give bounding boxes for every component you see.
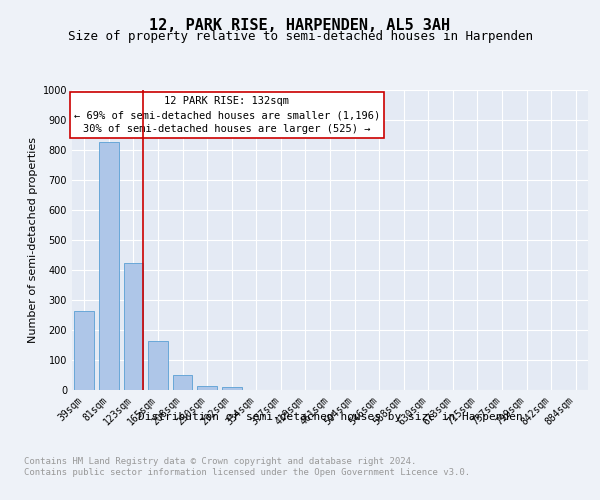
Text: 12 PARK RISE: 132sqm
← 69% of semi-detached houses are smaller (1,196)
30% of se: 12 PARK RISE: 132sqm ← 69% of semi-detac…	[74, 96, 380, 134]
Text: Distribution of semi-detached houses by size in Harpenden: Distribution of semi-detached houses by …	[137, 412, 523, 422]
Text: Contains HM Land Registry data © Crown copyright and database right 2024.
Contai: Contains HM Land Registry data © Crown c…	[24, 458, 470, 477]
Bar	[148, 340, 168, 390]
Bar	[173, 375, 193, 390]
Bar	[197, 386, 217, 390]
Y-axis label: Number of semi-detached properties: Number of semi-detached properties	[28, 137, 38, 343]
Text: Size of property relative to semi-detached houses in Harpenden: Size of property relative to semi-detach…	[67, 30, 533, 43]
Bar	[124, 262, 143, 390]
Bar	[99, 142, 119, 390]
Bar	[74, 310, 94, 390]
Text: 12, PARK RISE, HARPENDEN, AL5 3AH: 12, PARK RISE, HARPENDEN, AL5 3AH	[149, 18, 451, 32]
Bar	[222, 387, 242, 390]
